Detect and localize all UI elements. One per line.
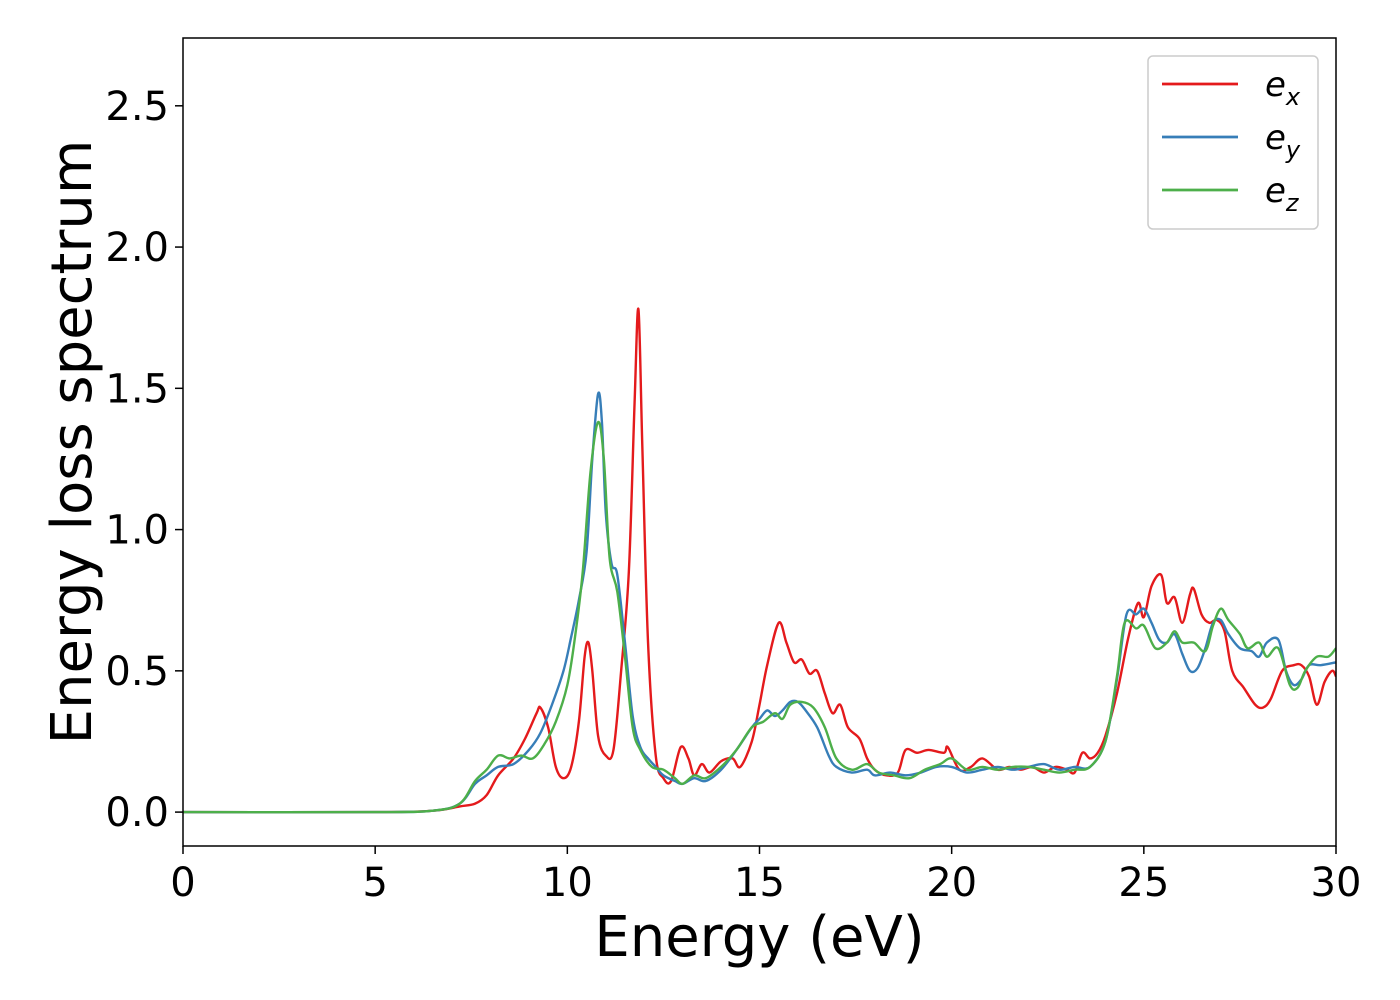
x-axis-title: Energy (eV) bbox=[594, 905, 924, 970]
legend-label: ez bbox=[1265, 171, 1300, 217]
x-tick-label: 15 bbox=[734, 860, 785, 906]
series-line-e_x bbox=[183, 307, 1336, 814]
series-line-e_y bbox=[183, 391, 1336, 814]
series-layer bbox=[183, 307, 1336, 814]
y-tick-label: 2.5 bbox=[105, 84, 169, 130]
legend: ex ey ez bbox=[1147, 55, 1319, 230]
x-tick-label: 5 bbox=[362, 860, 387, 906]
x-tick-label: 25 bbox=[1118, 860, 1169, 906]
legend-entry-e_z: ez bbox=[1162, 171, 1300, 217]
y-tick-label: 1.5 bbox=[105, 366, 169, 412]
legend-box bbox=[1147, 55, 1319, 230]
y-tick-label: 0.0 bbox=[105, 790, 169, 836]
ticks-layer: 0 5 10 15 20 25 30 0.0 0.5 1.0 1.5 2.0 2.5 bbox=[105, 84, 1361, 906]
x-tick-label: 0 bbox=[170, 860, 195, 906]
x-tick-label: 20 bbox=[926, 860, 977, 906]
x-tick-label: 10 bbox=[542, 860, 593, 906]
y-axis-title: Energy loss spectrum bbox=[40, 140, 105, 745]
x-tick-label: 30 bbox=[1311, 860, 1362, 906]
y-tick-label: 0.5 bbox=[105, 649, 169, 695]
y-tick-label: 2.0 bbox=[105, 225, 169, 271]
y-tick-label: 1.0 bbox=[105, 508, 169, 554]
series-line-e_z bbox=[183, 420, 1336, 814]
legend-label: ey bbox=[1265, 118, 1301, 164]
legend-entry-e_y: ey bbox=[1162, 118, 1301, 164]
legend-entry-e_x: ex bbox=[1162, 65, 1301, 111]
legend-label: ex bbox=[1265, 65, 1301, 111]
